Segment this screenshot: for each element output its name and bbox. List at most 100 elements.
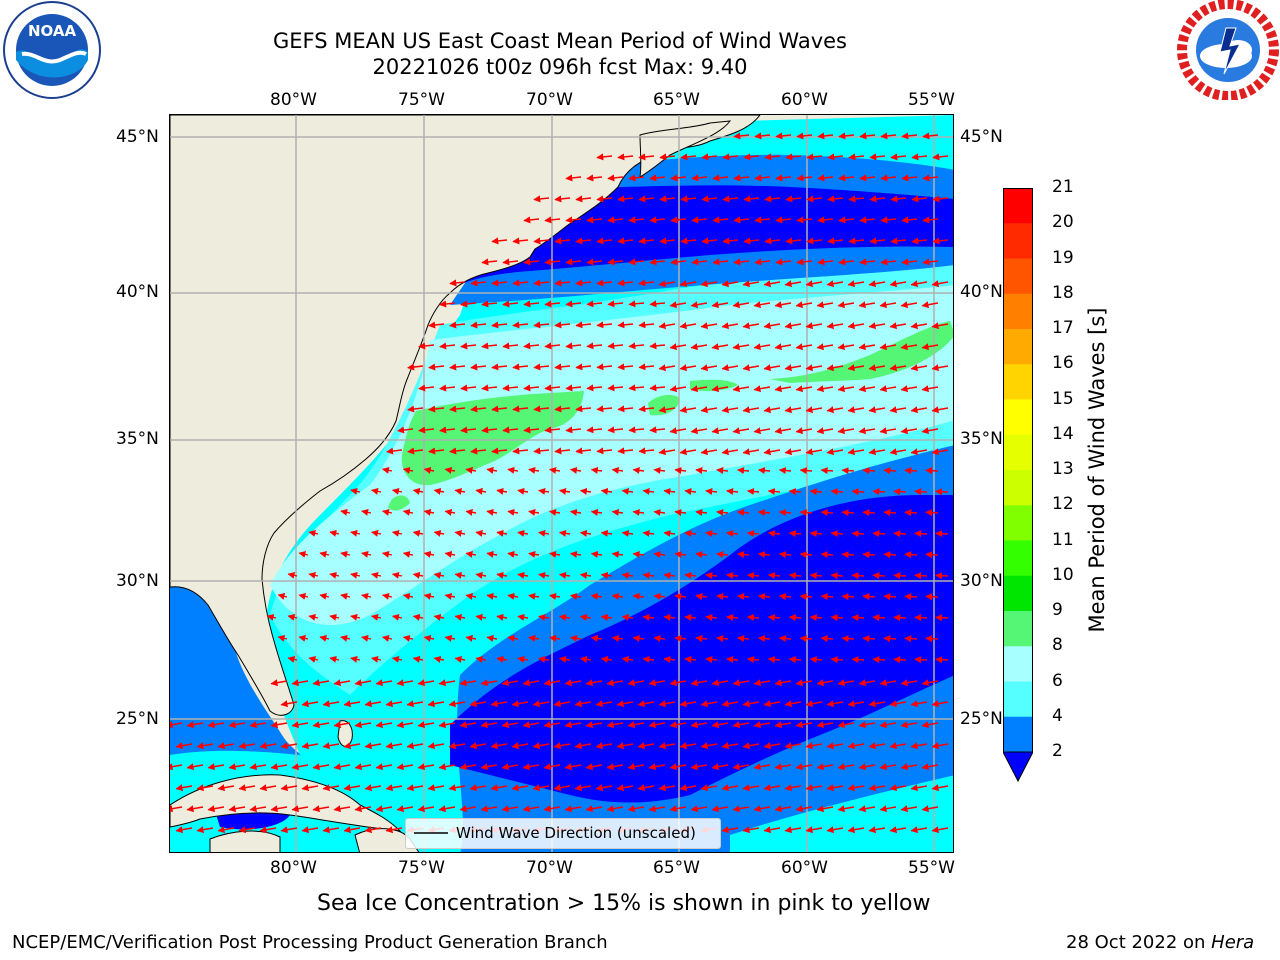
wind-wave-arrow	[848, 237, 865, 245]
wind-wave-arrow	[743, 195, 760, 203]
wind-wave-arrow	[795, 343, 813, 351]
wind-wave-arrow	[277, 634, 288, 642]
wind-wave-arrow	[837, 721, 855, 729]
wind-wave-arrow	[904, 467, 918, 475]
wind-wave-arrow	[439, 384, 456, 392]
noaa-logo: NOAA	[0, 0, 104, 100]
wind-wave-arrow	[742, 700, 760, 708]
wind-wave-arrow	[564, 679, 582, 687]
lat-tick-right-35n: 35°N	[960, 429, 1003, 449]
legend-label: Wind Wave Direction (unscaled)	[456, 824, 696, 842]
wind-wave-arrow	[532, 742, 550, 750]
wind-wave-arrow	[361, 550, 372, 558]
wind-wave-arrow	[475, 655, 487, 663]
wind-wave-arrow	[862, 509, 876, 517]
wind-wave-arrow	[375, 763, 393, 771]
wind-wave-arrow	[448, 700, 466, 708]
wind-wave-arrow	[701, 153, 718, 161]
wind-wave-arrow	[391, 655, 403, 663]
wind-wave-arrow	[774, 805, 792, 813]
wind-wave-arrow	[893, 530, 907, 538]
wind-wave-arrow	[931, 700, 949, 708]
wind-wave-arrow	[820, 467, 834, 475]
wind-wave-arrow	[621, 487, 634, 495]
wind-wave-arrow	[826, 784, 844, 792]
wind-wave-arrow	[523, 300, 540, 308]
wind-wave-arrow	[361, 634, 372, 642]
wind-wave-arrow	[732, 301, 750, 309]
wind-wave-arrow	[312, 805, 330, 813]
colorbar-cell	[1003, 293, 1033, 330]
wind-wave-arrow	[922, 216, 939, 224]
wind-wave-arrow	[322, 784, 340, 792]
wind-wave-arrow	[600, 529, 613, 537]
wind-wave-arrow	[805, 406, 823, 414]
wind-wave-arrow	[553, 784, 571, 792]
wind-wave-arrow	[496, 655, 508, 663]
wind-wave-arrow	[549, 550, 561, 558]
wind-wave-arrow	[249, 805, 267, 813]
wind-wave-arrow	[412, 529, 424, 537]
wind-wave-arrow	[627, 721, 645, 729]
wind-wave-arrow	[820, 593, 834, 601]
wind-wave-arrow	[788, 488, 802, 496]
wind-wave-arrow	[638, 321, 655, 329]
wind-wave-arrow	[922, 258, 939, 266]
wind-wave-arrow	[784, 742, 802, 750]
wind-wave-arrow	[889, 826, 907, 834]
wind-wave-arrow	[340, 592, 351, 600]
wind-wave-arrow	[669, 301, 687, 309]
wind-wave-arrow	[186, 721, 204, 729]
wind-wave-arrow	[371, 655, 382, 663]
wind-wave-arrow	[795, 721, 813, 729]
wind-wave-arrow	[848, 153, 865, 161]
wind-wave-arrow	[900, 343, 918, 351]
wind-wave-arrow	[859, 216, 876, 224]
wind-wave-arrow	[796, 174, 813, 182]
wind-wave-arrow	[638, 153, 655, 161]
wind-wave-arrow	[291, 763, 309, 771]
wind-wave-arrow	[470, 405, 487, 413]
wind-wave-arrow	[921, 763, 939, 771]
lat-tick-right-25n: 25°N	[960, 709, 1003, 729]
wind-wave-arrow	[868, 826, 886, 834]
wind-wave-arrow	[669, 427, 687, 435]
wind-wave-arrow	[669, 763, 687, 771]
wind-wave-arrow	[753, 679, 771, 687]
wind-wave-arrow	[816, 343, 834, 351]
wind-wave-arrow	[396, 679, 414, 687]
wind-wave-arrow	[700, 280, 718, 288]
wind-wave-arrow	[417, 679, 435, 687]
wind-wave-arrow	[607, 258, 624, 266]
wind-wave-arrow	[649, 342, 666, 350]
wind-wave-arrow	[428, 321, 445, 329]
wind-wave-arrow	[721, 406, 739, 414]
wind-wave-arrow	[841, 509, 855, 517]
wind-wave-arrow	[627, 805, 645, 813]
wind-wave-arrow	[868, 280, 886, 288]
wind-wave-arrow	[449, 363, 466, 371]
wind-wave-arrow	[565, 258, 582, 266]
wind-wave-arrow	[381, 466, 393, 474]
wind-wave-arrow	[270, 763, 288, 771]
wind-wave-arrow	[586, 342, 603, 350]
wind-wave-arrow	[329, 571, 340, 579]
wind-wave-arrow	[596, 321, 613, 329]
colorbar	[1002, 188, 1034, 783]
lat-tick-left-30n: 30°N	[116, 571, 159, 591]
wind-wave-arrow	[848, 195, 865, 203]
wind-wave-arrow	[669, 721, 687, 729]
wind-wave-arrow	[805, 700, 823, 708]
wind-wave-arrow	[732, 805, 750, 813]
wind-wave-arrow	[805, 448, 823, 456]
wind-wave-arrows	[170, 132, 949, 834]
wind-wave-arrow	[868, 784, 886, 792]
wind-wave-arrow	[590, 466, 603, 474]
wind-wave-arrow	[217, 742, 235, 750]
wind-wave-arrow	[669, 343, 687, 351]
wind-wave-arrow	[449, 321, 466, 329]
wind-wave-arrow	[371, 571, 382, 579]
wind-wave-arrow	[753, 721, 771, 729]
wind-wave-arrow	[481, 426, 498, 434]
wind-wave-arrow	[872, 656, 886, 664]
